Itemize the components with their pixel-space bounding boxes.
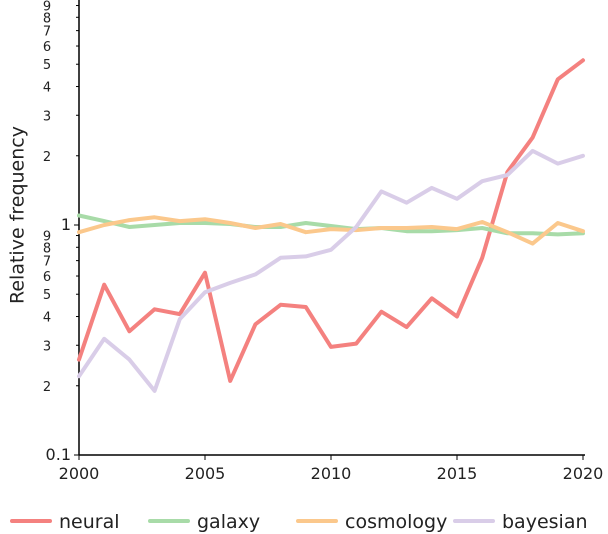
- y-major-tick-label: 0.1: [46, 445, 71, 464]
- legend-label-neural: neural: [59, 511, 120, 533]
- y-major-tick-label: 1: [61, 215, 71, 234]
- y-minor-tick-label: 4: [43, 311, 51, 326]
- y-minor-tick-label: 5: [43, 288, 51, 303]
- y-minor-tick-label: 3: [43, 339, 51, 354]
- legend-label-galaxy: galaxy: [197, 511, 260, 533]
- series-line-bayesian: [77, 148, 585, 393]
- series-line-neural: [77, 58, 585, 383]
- y-minor-tick-label: 3: [43, 109, 51, 124]
- y-minor-tick-label: 4: [43, 81, 51, 96]
- y-minor-tick-label: 7: [43, 25, 51, 40]
- series-line-galaxy: [77, 213, 585, 237]
- y-minor-tick-label: 9: [43, 0, 51, 15]
- y-axis-label: Relative frequency: [7, 126, 29, 304]
- series-lines: [77, 58, 585, 393]
- x-tick-label: 2005: [185, 464, 226, 483]
- y-minor-tick-label: 7: [43, 255, 51, 270]
- series-line-cosmology: [77, 215, 585, 246]
- y-minor-tick-label: 5: [43, 58, 51, 73]
- y-minor-tick-label: 9: [43, 230, 51, 245]
- y-minor-tick-label: 2: [43, 150, 51, 165]
- legend-label-cosmology: cosmology: [345, 511, 447, 533]
- y-minor-tick-label: 8: [43, 11, 51, 26]
- y-minor-tick-label: 6: [43, 270, 51, 285]
- legend: neural galaxy cosmology bayesian: [10, 511, 588, 533]
- axes: [78, 0, 585, 456]
- legend-label-bayesian: bayesian: [502, 511, 588, 533]
- x-tick-label: 2015: [437, 464, 478, 483]
- x-axis-ticks: 2000 2005 2010 2015 2020: [59, 455, 604, 483]
- y-minor-tick-label: 8: [43, 241, 51, 256]
- x-tick-label: 2010: [311, 464, 352, 483]
- y-minor-tick-label: 6: [43, 40, 51, 55]
- y-minor-tick-label: 2: [43, 380, 51, 395]
- x-tick-label: 2020: [563, 464, 604, 483]
- x-tick-label: 2000: [59, 464, 100, 483]
